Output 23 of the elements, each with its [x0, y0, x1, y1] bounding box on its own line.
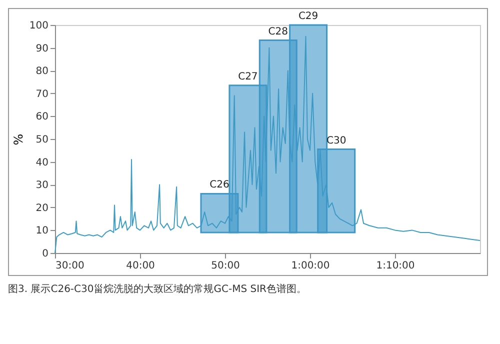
- annotation: C28: [268, 26, 288, 38]
- x-tick-label: 40:00: [126, 260, 155, 272]
- annotation: C29: [298, 11, 318, 22]
- y-tick-label: 80: [36, 66, 48, 78]
- y-tick-label: 40: [36, 157, 48, 168]
- annotation: C27: [238, 71, 258, 82]
- y-tick-label: 0: [42, 248, 48, 260]
- y-tick-label: 100: [29, 20, 48, 32]
- x-tick-label: 30:00: [56, 260, 84, 272]
- y-tick-label: 20: [36, 202, 48, 214]
- y-axis-title: %: [11, 134, 26, 146]
- x-tick-label: 1:00:00: [291, 260, 330, 272]
- y-tick-label: 70: [36, 88, 48, 100]
- x-tick-label: 50:00: [211, 260, 240, 272]
- y-tick-label: 10: [36, 226, 48, 237]
- y-tick-label: 60: [36, 112, 48, 123]
- caption: 图3. 展示C26-C30甾烷洗脱的大致区域的常规GC-MS SIR色谱图。: [8, 282, 308, 296]
- y-tick-label: 30: [36, 180, 48, 192]
- x-tick-label: 1:10:00: [376, 260, 415, 272]
- y-tick-label: 50: [36, 134, 48, 146]
- y-tick-label: 90: [36, 43, 48, 54]
- bar: [317, 148, 356, 234]
- annotation: C26: [210, 180, 230, 191]
